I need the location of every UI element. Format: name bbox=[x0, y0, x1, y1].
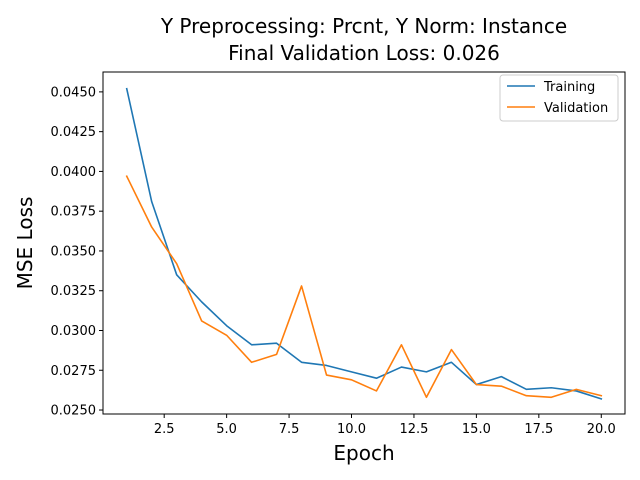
series-line-training bbox=[125, 87, 603, 400]
x-tick-label: 10.0 bbox=[337, 422, 366, 437]
x-tick-label: 12.5 bbox=[399, 422, 428, 437]
y-tick-label: 0.0275 bbox=[51, 364, 97, 379]
y-tick-label: 0.0400 bbox=[51, 165, 97, 180]
legend: Training Validation bbox=[499, 74, 619, 122]
series-layer bbox=[125, 87, 603, 400]
x-axis-label: Epoch bbox=[333, 441, 394, 465]
plot-background bbox=[103, 72, 625, 414]
legend-label-validation: Validation bbox=[544, 101, 608, 116]
plot-area bbox=[102, 71, 626, 415]
x-tick-label: 7.5 bbox=[279, 422, 300, 437]
x-tick-label: 17.5 bbox=[524, 422, 553, 437]
y-tick-label: 0.0325 bbox=[51, 284, 97, 299]
x-tick-label: 5.0 bbox=[216, 422, 237, 437]
x-axis-ticks: 2.5 5.0 7.5 10.0 12.5 15.0 17.5 20.0 bbox=[154, 414, 616, 437]
y-axis-ticks: 0.0250 0.0275 0.0300 0.0325 0.0350 0.0375 0.04… bbox=[51, 85, 103, 419]
legend-label-training: Training bbox=[543, 80, 595, 95]
y-tick-label: 0.0300 bbox=[51, 324, 97, 339]
x-tick-label: 15.0 bbox=[462, 422, 491, 437]
x-tick-label: 2.5 bbox=[154, 422, 175, 437]
y-tick-label: 0.0350 bbox=[51, 244, 97, 259]
y-tick-label: 0.0450 bbox=[51, 85, 97, 100]
y-tick-label: 0.0375 bbox=[51, 205, 97, 220]
chart-title-line2: Final Validation Loss: 0.026 bbox=[228, 41, 500, 65]
y-tick-label: 0.0425 bbox=[51, 125, 97, 140]
series-line-validation bbox=[125, 175, 603, 399]
y-axis-label: MSE Loss bbox=[13, 197, 37, 290]
chart-title-line1: Y Preprocessing: Prcnt, Y Norm: Instance bbox=[160, 14, 567, 38]
plot-frame bbox=[102, 71, 626, 415]
y-tick-label: 0.0250 bbox=[51, 404, 97, 419]
x-tick-label: 20.0 bbox=[587, 422, 616, 437]
